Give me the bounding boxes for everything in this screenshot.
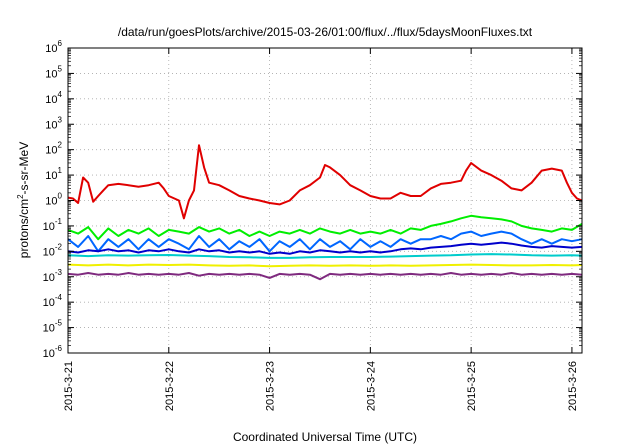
y-tick-label: 10-4 bbox=[43, 293, 63, 309]
chart-title: /data/run/goesPlots/archive/2015-03-26/0… bbox=[118, 25, 533, 39]
y-tick-label: 102 bbox=[45, 141, 62, 157]
grid-lines bbox=[67, 48, 582, 353]
y-tick-label: 105 bbox=[45, 64, 62, 80]
y-tick-label: 106 bbox=[45, 39, 62, 55]
y-tick-label: 10-3 bbox=[43, 268, 63, 284]
y-tick-label: 103 bbox=[45, 115, 62, 131]
y-tick-label: 10-5 bbox=[43, 319, 63, 335]
series-line-4 bbox=[67, 241, 583, 255]
series-layer bbox=[67, 144, 583, 281]
x-tick-label: 2015-3-26 bbox=[567, 361, 579, 411]
series-line-2 bbox=[67, 214, 583, 241]
y-tick-label: 104 bbox=[45, 90, 62, 106]
y-tick-label: 10-1 bbox=[43, 217, 63, 233]
x-tick-label: 2015-3-22 bbox=[164, 361, 176, 411]
x-tick-label: 2015-3-24 bbox=[365, 361, 377, 411]
y-tick-label: 10-2 bbox=[43, 242, 63, 258]
y-axis: 10-6 10-5 10-4 10-3 10-2 10-1 100 101 102 103 104 1… bbox=[43, 39, 582, 360]
y-tick-label: 100 bbox=[45, 192, 62, 208]
y-axis-label-pre: protons/cm bbox=[17, 199, 31, 258]
y-axis-label-sup: 2 bbox=[16, 194, 25, 199]
series-line-6 bbox=[67, 263, 583, 268]
series-line-1 bbox=[67, 144, 583, 220]
x-tick-label: 2015-3-23 bbox=[265, 361, 277, 411]
x-tick-label: 2015-3-25 bbox=[466, 361, 478, 411]
y-axis-label-post: -s-sr-MeV bbox=[17, 142, 31, 195]
y-tick-label: 10-6 bbox=[43, 344, 63, 360]
x-axis-label: Coordinated Universal Time (UTC) bbox=[233, 430, 417, 444]
series-line-7 bbox=[67, 272, 583, 281]
x-tick-label: 2015-3-21 bbox=[63, 361, 75, 411]
x-axis: 2015-3-21 2015-3-22 2015-3-23 2015-3-24 2015… bbox=[63, 48, 579, 411]
y-axis-label: protons/cm2-s-sr-MeV bbox=[16, 142, 31, 258]
y-tick-label: 101 bbox=[45, 166, 62, 182]
series-line-5 bbox=[67, 253, 583, 259]
series-line-3 bbox=[67, 230, 583, 253]
